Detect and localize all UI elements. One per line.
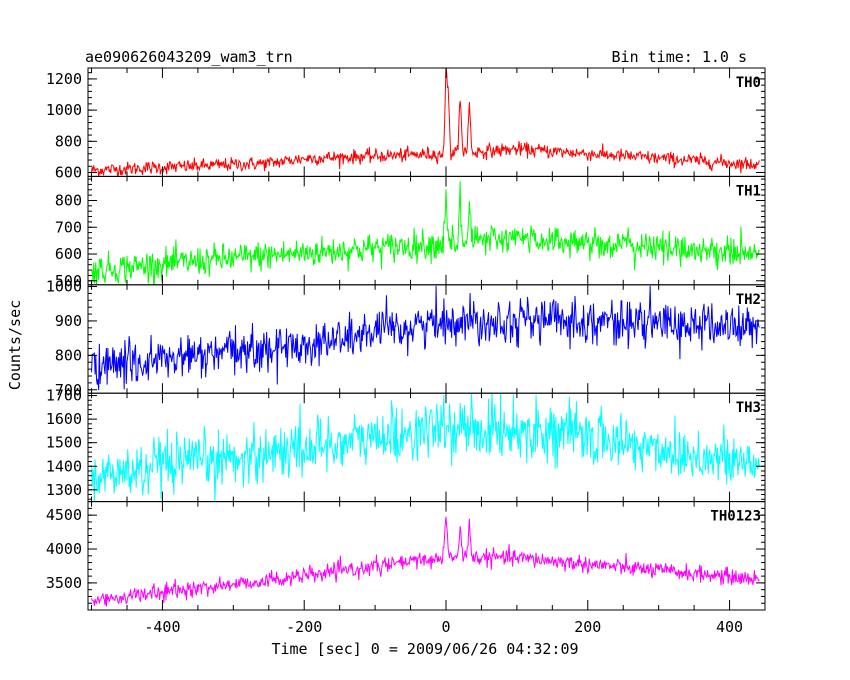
- y-tick-label: 800: [55, 132, 82, 150]
- series-line-th0123: [91, 516, 760, 607]
- series-line-th1: [91, 181, 760, 285]
- panel-label-th0: TH0: [736, 75, 761, 91]
- panel-th1: 500 600 700 800 TH1: [55, 175, 766, 290]
- panel-frame: [87, 67, 766, 177]
- panel-th0123: 3500 4000 4500 -400 -200 0 200 400 TH0123: [46, 501, 766, 636]
- x-tick-label: 0: [441, 618, 450, 636]
- panel-th0: 600 800 1000 1200 TH0: [46, 67, 766, 182]
- series-line-th3: [91, 393, 760, 502]
- x-tick-label: 400: [716, 618, 743, 636]
- y-tick-label: 1700: [46, 387, 82, 405]
- panels-group: 600 800 1000 1200 TH0 500 600 700 800 TH1 700 800 90…: [46, 67, 766, 636]
- y-tick-label: 1000: [46, 278, 82, 296]
- y-tick-label: 1200: [46, 70, 82, 88]
- y-tick-label: 800: [55, 346, 82, 364]
- x-tick-label: -400: [144, 618, 180, 636]
- y-tick-label: 3500: [46, 574, 82, 592]
- y-tick-label: 1500: [46, 434, 82, 452]
- y-tick-label: 700: [55, 381, 82, 399]
- y-tick-label: 500: [55, 272, 82, 290]
- panel-label-th2: TH2: [736, 292, 761, 308]
- panel-th2: 700 800 900 1000 TH2: [46, 278, 766, 399]
- series-line-th2: [91, 285, 760, 390]
- panel-frame: [87, 501, 766, 611]
- y-tick-label: 800: [55, 191, 82, 209]
- y-tick-label: 4500: [46, 506, 82, 524]
- panel-label-th0123: TH0123: [710, 509, 761, 525]
- y-tick-label: 1300: [46, 481, 82, 499]
- y-axis-label: Counts/sec: [6, 300, 24, 390]
- panel-label-th1: TH1: [736, 183, 761, 199]
- y-tick-label: 1400: [46, 457, 82, 475]
- x-axis-label: Time [sec] 0 = 2009/06/26 04:32:09: [271, 640, 578, 658]
- chart-title: ae090626043209_wam3_trn: [85, 48, 293, 66]
- y-tick-label: 600: [55, 164, 82, 182]
- panel-frame: [87, 175, 766, 286]
- bin-time-label: Bin time: 1.0 s: [612, 48, 747, 66]
- series-line-th0: [91, 68, 760, 177]
- y-tick-label: 900: [55, 312, 82, 330]
- x-tick-label: -200: [286, 618, 322, 636]
- y-tick-label: 600: [55, 245, 82, 263]
- panel-th3: 1300 1400 1500 1600 1700 TH3: [46, 387, 766, 503]
- y-tick-label: 700: [55, 218, 82, 236]
- y-tick-label: 1600: [46, 410, 82, 428]
- x-tick-label: 200: [574, 618, 601, 636]
- y-tick-label: 1000: [46, 101, 82, 119]
- y-tick-label: 4000: [46, 540, 82, 558]
- panel-label-th3: TH3: [736, 400, 761, 416]
